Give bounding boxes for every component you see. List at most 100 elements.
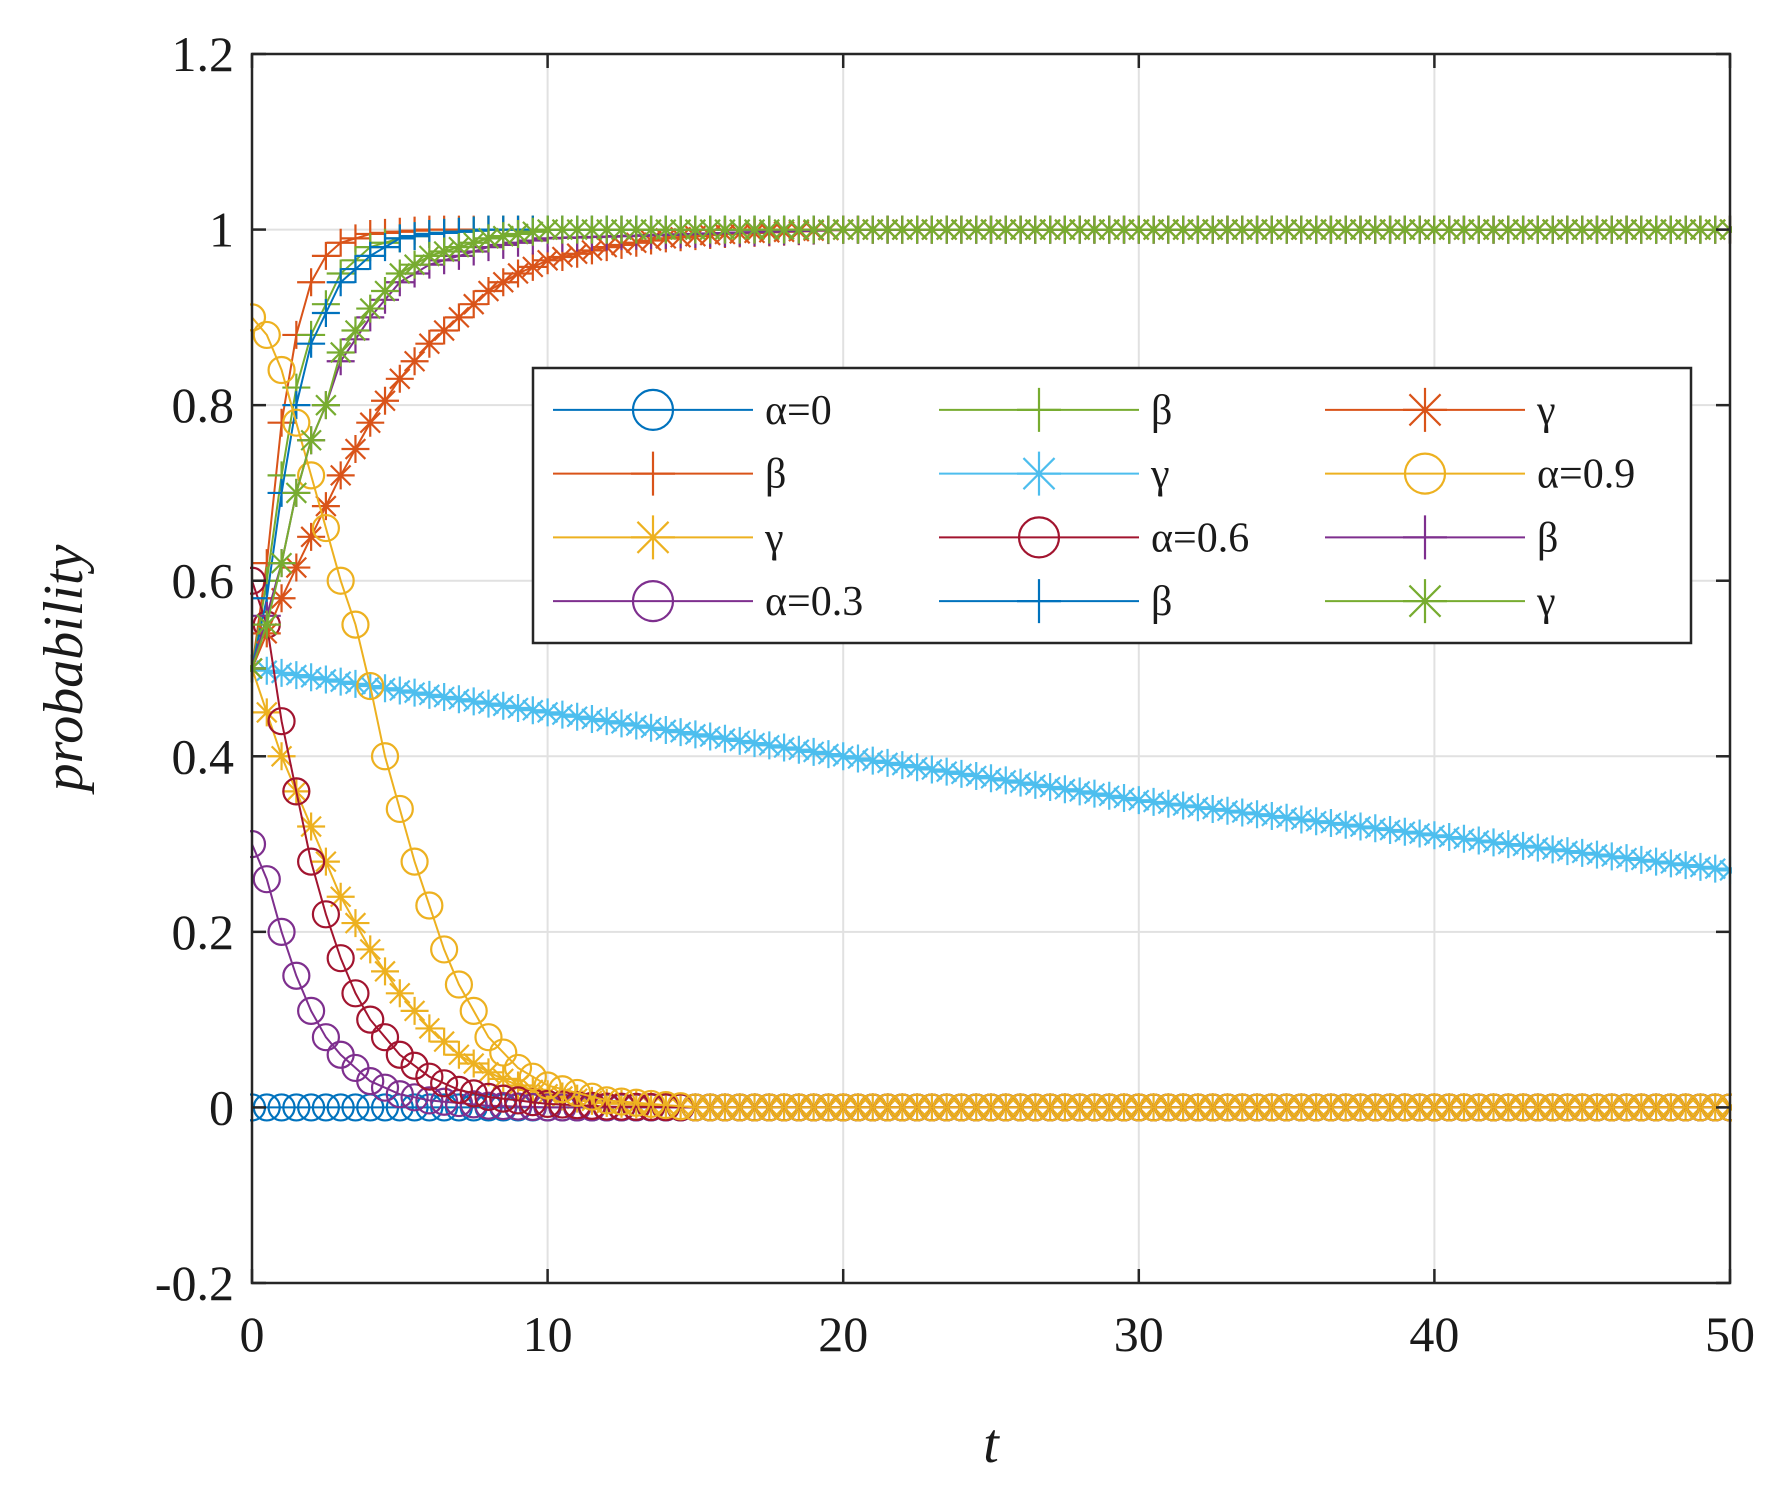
marker-circle <box>577 1082 607 1111</box>
axis-ticks <box>250 52 1732 1285</box>
marker-asterisk <box>444 303 473 332</box>
marker-circle <box>341 1093 370 1122</box>
marker-asterisk <box>1228 798 1257 827</box>
legend-label: γ <box>1536 388 1556 434</box>
marker-circle <box>252 320 281 350</box>
marker-asterisk <box>459 687 488 716</box>
marker-asterisk <box>1390 817 1419 846</box>
marker-asterisk <box>504 219 533 248</box>
marker-asterisk <box>1139 787 1168 816</box>
legend-item: α=0.6 <box>939 515 1249 561</box>
marker-circle <box>1671 1093 1700 1122</box>
marker-asterisk <box>947 759 976 788</box>
marker-asterisk <box>1405 215 1434 244</box>
marker-circle <box>326 944 355 973</box>
marker-asterisk <box>252 610 281 639</box>
marker-asterisk <box>637 1091 666 1120</box>
marker-asterisk <box>1405 819 1434 848</box>
marker-asterisk <box>400 347 429 376</box>
marker-asterisk <box>282 553 311 582</box>
marker-asterisk <box>385 979 414 1008</box>
marker-asterisk <box>799 737 828 766</box>
marker-asterisk <box>371 957 400 986</box>
marker-circle <box>459 1090 488 1119</box>
x-tick-label: 50 <box>1705 1306 1755 1362</box>
marker-circle <box>400 1051 429 1080</box>
marker-circle <box>1302 1093 1331 1122</box>
marker-circle <box>1494 1093 1523 1122</box>
marker-circle <box>311 513 340 543</box>
marker-asterisk <box>326 667 355 696</box>
marker-asterisk <box>548 1082 577 1111</box>
marker-asterisk <box>385 676 414 705</box>
marker-asterisk <box>489 268 518 297</box>
marker-asterisk <box>459 1049 488 1078</box>
marker-asterisk <box>444 233 473 262</box>
marker-asterisk <box>903 215 932 244</box>
marker-asterisk <box>1124 215 1153 244</box>
marker-asterisk <box>607 215 636 244</box>
marker-asterisk <box>444 685 473 714</box>
marker-circle <box>503 1092 533 1121</box>
marker-circle <box>385 1080 414 1109</box>
marker-circle <box>1228 1093 1257 1122</box>
marker-circle <box>725 1093 754 1122</box>
marker-asterisk <box>977 215 1005 244</box>
marker-circle <box>1435 1093 1464 1122</box>
marker-asterisk <box>1597 842 1626 871</box>
marker-asterisk <box>1464 215 1493 244</box>
marker-circle <box>415 891 444 920</box>
marker-asterisk <box>903 753 932 782</box>
marker-asterisk <box>1435 823 1464 852</box>
marker-asterisk <box>1183 215 1212 244</box>
marker-asterisk <box>991 215 1020 244</box>
marker-circle <box>651 1090 680 1120</box>
marker-circle <box>1109 1093 1139 1122</box>
marker-circle <box>976 1093 1006 1122</box>
marker-asterisk <box>489 691 518 720</box>
marker-asterisk <box>297 812 326 841</box>
marker-asterisk <box>873 215 902 244</box>
marker-asterisk <box>725 215 754 244</box>
marker-asterisk <box>1671 215 1700 244</box>
marker-asterisk <box>459 290 488 319</box>
marker-asterisk <box>622 711 651 740</box>
marker-asterisk <box>1017 451 1061 496</box>
marker-asterisk <box>770 215 799 244</box>
marker-plus <box>311 241 340 270</box>
marker-circle <box>533 1089 562 1119</box>
marker-asterisk <box>755 731 784 760</box>
marker-circle <box>1050 1093 1080 1122</box>
marker-asterisk <box>1036 773 1065 802</box>
y-tick-label: 0.6 <box>172 553 235 609</box>
marker-circle <box>311 1093 340 1122</box>
marker-plus <box>400 222 429 251</box>
marker-asterisk <box>637 215 666 244</box>
marker-asterisk <box>415 329 444 358</box>
marker-asterisk <box>888 751 917 780</box>
marker-asterisk <box>1568 838 1597 867</box>
marker-asterisk <box>252 656 281 685</box>
marker-asterisk <box>356 294 385 323</box>
plot-frame <box>250 52 1732 1285</box>
marker-asterisk <box>1494 215 1523 244</box>
y-tick-label: 0.4 <box>172 728 235 784</box>
marker-asterisk <box>696 722 725 751</box>
marker-asterisk <box>1627 215 1656 244</box>
marker-circle <box>799 1093 828 1122</box>
marker-asterisk <box>297 426 326 455</box>
marker-asterisk <box>947 215 976 244</box>
marker-circle <box>1375 1093 1405 1122</box>
marker-asterisk <box>548 700 577 729</box>
marker-circle <box>474 1023 503 1052</box>
marker-circle <box>1287 1093 1316 1122</box>
marker-asterisk <box>755 215 784 244</box>
marker-circle <box>1361 1093 1390 1122</box>
marker-asterisk <box>518 696 547 725</box>
marker-circle <box>1464 1093 1493 1122</box>
marker-asterisk <box>1228 215 1257 244</box>
marker-asterisk <box>829 215 858 244</box>
marker-asterisk <box>622 215 651 244</box>
marker-asterisk <box>1065 215 1094 244</box>
